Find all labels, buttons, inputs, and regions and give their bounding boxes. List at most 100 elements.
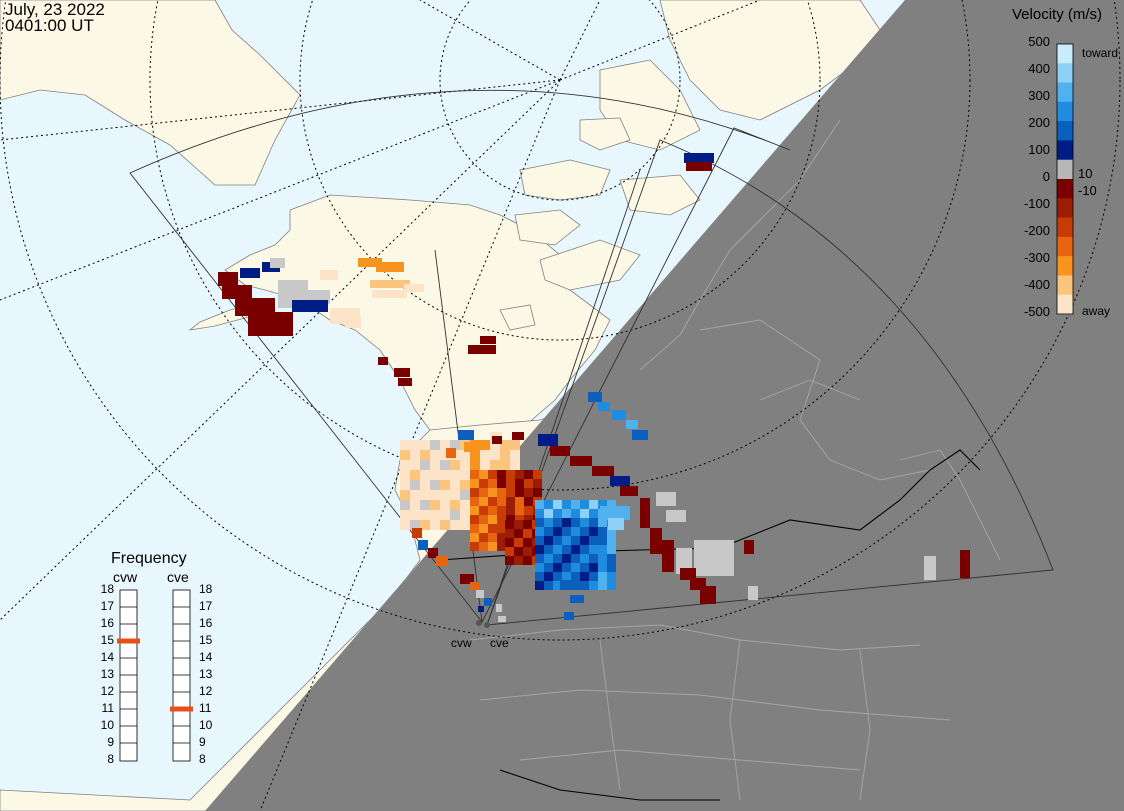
velocity-cell xyxy=(400,470,410,480)
velocity-cell xyxy=(612,410,626,420)
velocity-cell xyxy=(589,563,598,572)
velocity-cell xyxy=(700,586,716,604)
colorbar-tick-label: 10 xyxy=(1078,166,1093,181)
velocity-cell xyxy=(410,440,420,450)
velocity-cell xyxy=(460,510,470,520)
velocity-cell xyxy=(497,497,506,506)
velocity-cell xyxy=(358,258,382,267)
velocity-cell xyxy=(562,527,571,536)
velocity-cell xyxy=(479,470,488,479)
velocity-cell xyxy=(440,520,450,530)
velocity-cell xyxy=(656,492,676,506)
velocity-cell xyxy=(571,518,580,527)
velocity-cell xyxy=(450,500,460,510)
velocity-cell xyxy=(270,258,285,268)
velocity-cell xyxy=(535,545,544,554)
velocity-cell xyxy=(694,540,734,576)
velocity-cell xyxy=(490,460,500,470)
colorbar-tick-label: 400 xyxy=(1028,61,1050,76)
velocity-cell xyxy=(440,510,450,520)
colorbar-segment xyxy=(1057,236,1073,257)
velocity-cell xyxy=(553,500,562,509)
velocity-cell xyxy=(470,533,479,542)
frequency-scale-label-left: 13 xyxy=(100,667,114,681)
velocity-cell xyxy=(450,520,460,530)
velocity-cell xyxy=(490,440,500,450)
velocity-cell xyxy=(440,490,450,500)
colorbar-tick-label: 300 xyxy=(1028,88,1050,103)
velocity-cell xyxy=(488,515,497,524)
velocity-cell xyxy=(523,556,532,565)
velocity-cell xyxy=(430,440,440,450)
velocity-cell xyxy=(506,479,515,488)
velocity-cell xyxy=(544,509,553,518)
site-label-cve: cve xyxy=(490,636,509,650)
velocity-cell xyxy=(589,500,598,509)
frequency-marker-cve xyxy=(170,706,193,712)
velocity-cell xyxy=(480,440,490,450)
frequency-scale-label-left: 16 xyxy=(100,616,114,630)
velocity-cell xyxy=(571,563,580,572)
colorbar-tick-label: -500 xyxy=(1023,304,1050,319)
velocity-cell xyxy=(436,556,448,566)
velocity-cell xyxy=(410,520,420,530)
velocity-cell xyxy=(544,500,553,509)
velocity-cell xyxy=(400,460,410,470)
velocity-cell xyxy=(460,470,470,480)
velocity-cell xyxy=(589,581,598,590)
velocity-cell xyxy=(562,563,571,572)
velocity-cells xyxy=(218,153,970,622)
velocity-cell xyxy=(378,357,388,365)
velocity-cell xyxy=(580,536,589,545)
colorbar-segment xyxy=(1057,275,1073,296)
velocity-cell xyxy=(446,448,456,458)
colorbar-segment xyxy=(1057,198,1073,219)
velocity-cell xyxy=(544,572,553,581)
site-label-cvw: cvw xyxy=(451,636,472,650)
velocity-cell xyxy=(404,284,424,292)
velocity-cell xyxy=(553,581,562,590)
frequency-scale-label-left: 10 xyxy=(100,718,114,732)
velocity-cell xyxy=(476,590,484,598)
velocity-cell xyxy=(607,536,616,545)
velocity-cell xyxy=(420,470,430,480)
velocity-cell xyxy=(598,581,607,590)
velocity-cell xyxy=(571,554,580,563)
colorbar-tick-label: 0 xyxy=(1042,169,1050,184)
velocity-cell xyxy=(562,509,571,518)
velocity-cell xyxy=(607,554,616,563)
velocity-cell xyxy=(479,506,488,515)
velocity-cell xyxy=(505,538,514,547)
velocity-cell xyxy=(523,547,532,556)
velocity-cell xyxy=(544,545,553,554)
velocity-cell xyxy=(598,518,607,527)
velocity-cell xyxy=(524,479,533,488)
velocity-cell xyxy=(235,298,275,316)
velocity-cell xyxy=(450,440,460,450)
velocity-cell xyxy=(372,290,407,298)
frequency-scale-label-right: 11 xyxy=(199,701,212,715)
velocity-cell xyxy=(464,442,480,452)
velocity-cell xyxy=(580,563,589,572)
velocity-cell xyxy=(428,548,438,558)
velocity-cell xyxy=(523,529,532,538)
velocity-cell xyxy=(535,518,544,527)
frequency-scale-label-right: 8 xyxy=(199,752,206,766)
velocity-cell xyxy=(662,540,674,572)
night-land-outlines xyxy=(469,119,1001,801)
velocity-cell xyxy=(515,515,524,524)
velocity-cell xyxy=(598,545,607,554)
colorbar-tick-label: 200 xyxy=(1028,115,1050,130)
velocity-cell xyxy=(478,606,484,612)
velocity-cell xyxy=(686,162,712,171)
colorbar-segment xyxy=(1057,101,1073,122)
velocity-cell xyxy=(479,533,488,542)
velocity-colorbar xyxy=(1057,44,1073,315)
velocity-cell xyxy=(538,434,558,446)
velocity-cell xyxy=(488,524,497,533)
velocity-cell xyxy=(598,527,607,536)
velocity-cell xyxy=(410,500,420,510)
velocity-cell xyxy=(748,586,758,600)
velocity-cell xyxy=(580,572,589,581)
velocity-cell xyxy=(480,460,490,470)
